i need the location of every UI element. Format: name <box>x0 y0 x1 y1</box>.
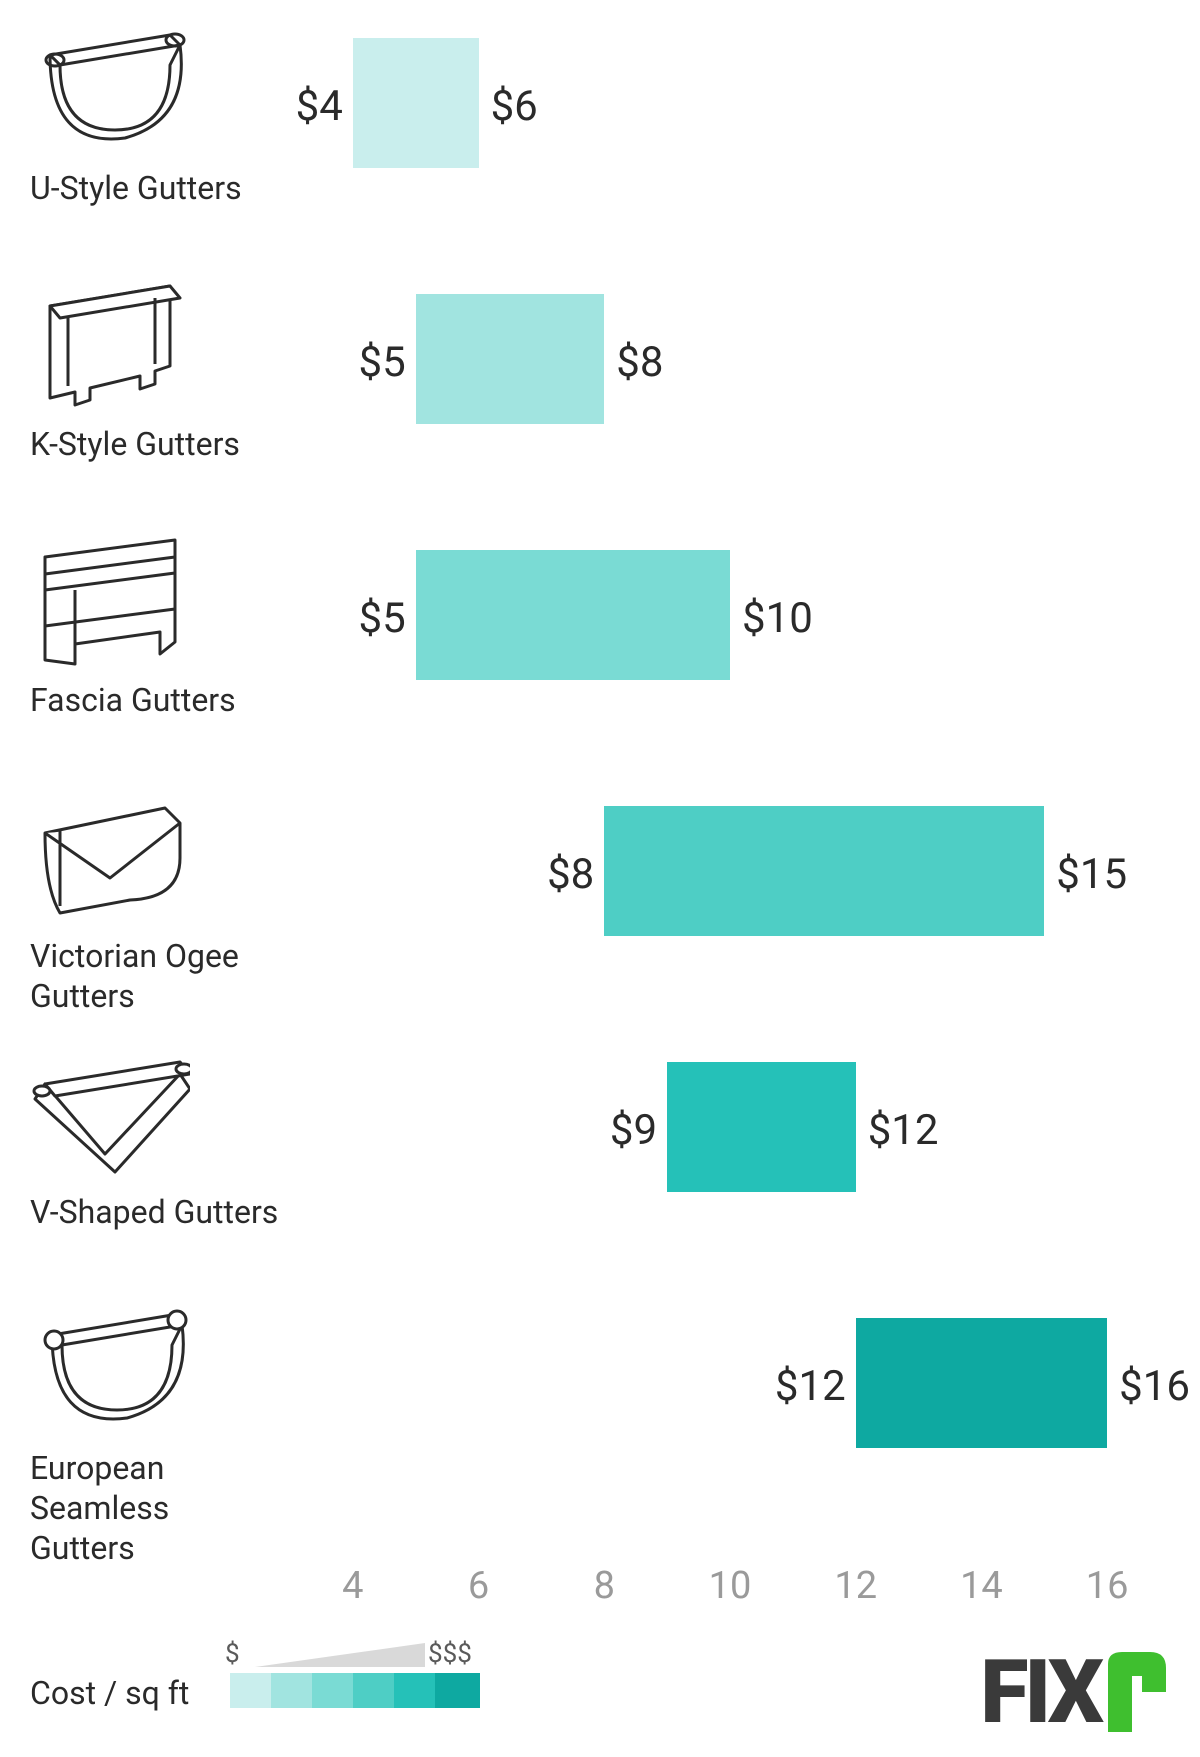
range-bar <box>416 550 730 680</box>
row-label-column: Fascia Gutters <box>30 532 280 788</box>
range-bar <box>604 806 1044 936</box>
bar-area: $4$6 <box>290 20 1170 276</box>
rows-container: U-Style Gutters$4$6 K-Style Gutters$5$8 … <box>30 20 1170 1556</box>
gutter-label: V-Shaped Gutters <box>30 1192 280 1232</box>
row-label-column: European Seamless Gutters <box>30 1300 280 1556</box>
bar-area: $12$16 <box>290 1300 1170 1556</box>
chart-container: U-Style Gutters$4$6 K-Style Gutters$5$8 … <box>30 20 1170 1560</box>
axis-tick: 6 <box>468 1564 489 1608</box>
high-value-label: $10 <box>742 594 813 643</box>
axis-tick: 16 <box>1086 1564 1129 1608</box>
legend-high-symbol: $$$ <box>428 1639 472 1669</box>
gutter-label: Victorian Ogee Gutters <box>30 936 280 1016</box>
legend-color-scale <box>230 1673 476 1712</box>
legend-swatch <box>353 1673 398 1708</box>
high-value-label: $8 <box>616 338 663 387</box>
axis-tick: 14 <box>960 1564 1003 1608</box>
legend-wedge-icon <box>255 1643 425 1669</box>
gutter-icon <box>30 1300 190 1440</box>
legend-swatch <box>230 1673 275 1708</box>
axis-tick: 12 <box>834 1564 877 1608</box>
row-label-column: V-Shaped Gutters <box>30 1044 280 1300</box>
high-value-label: $16 <box>1119 1362 1190 1411</box>
logo-text: FIX <box>980 1653 1100 1732</box>
row-label-column: K-Style Gutters <box>30 276 280 532</box>
row-label-column: U-Style Gutters <box>30 20 280 276</box>
chart-row: European Seamless Gutters$12$16 <box>30 1300 1170 1556</box>
gutter-label: K-Style Gutters <box>30 424 280 464</box>
gutter-icon <box>30 532 190 672</box>
axis-tick: 8 <box>594 1564 615 1608</box>
high-value-label: $12 <box>868 1106 939 1155</box>
low-value-label: $9 <box>577 1106 657 1155</box>
low-value-label: $5 <box>326 594 406 643</box>
bar-area: $9 $12 <box>290 1044 1170 1300</box>
high-value-label: $6 <box>491 82 538 131</box>
gutter-label: European Seamless Gutters <box>30 1448 280 1568</box>
range-bar <box>353 38 479 168</box>
axis-tick: 4 <box>342 1564 363 1608</box>
gutter-label: U-Style Gutters <box>30 168 280 208</box>
high-value-label: $15 <box>1056 850 1127 899</box>
range-bar <box>416 294 605 424</box>
row-label-column: Victorian Ogee Gutters <box>30 788 280 1044</box>
range-bar <box>667 1062 856 1192</box>
legend-low-symbol: $ <box>225 1639 240 1669</box>
legend-swatch <box>394 1673 439 1708</box>
bar-area: $5 $10 <box>290 532 1170 788</box>
bar-area: $5 $8 <box>290 276 1170 532</box>
logo-accent-icon <box>1100 1652 1170 1732</box>
chart-row: Fascia Gutters $5 $10 <box>30 532 1170 788</box>
range-bar <box>856 1318 1107 1448</box>
legend-swatch <box>435 1673 480 1708</box>
gutter-icon <box>30 788 190 928</box>
legend-swatch <box>271 1673 316 1708</box>
chart-row: V-Shaped Gutters $9 $12 <box>30 1044 1170 1300</box>
bar-area: $8 $15 <box>290 788 1170 1044</box>
gutter-icon <box>30 20 190 160</box>
low-value-label: $8 <box>514 850 594 899</box>
gutter-icon <box>30 1044 190 1184</box>
low-value-label: $4 <box>263 82 343 131</box>
legend: Cost / sq ft $ $$$ <box>30 1607 610 1727</box>
chart-row: K-Style Gutters $5 $8 <box>30 276 1170 532</box>
chart-row: Victorian Ogee Gutters $8 $15 <box>30 788 1170 1044</box>
legend-swatch <box>312 1673 357 1708</box>
low-value-label: $5 <box>326 338 406 387</box>
axis-tick: 10 <box>709 1564 752 1608</box>
low-value-label: $12 <box>766 1362 846 1411</box>
legend-title: Cost / sq ft <box>30 1674 189 1712</box>
fixr-logo: FIX <box>980 1652 1170 1732</box>
chart-row: U-Style Gutters$4$6 <box>30 20 1170 276</box>
gutter-label: Fascia Gutters <box>30 680 280 720</box>
gutter-icon <box>30 276 190 416</box>
